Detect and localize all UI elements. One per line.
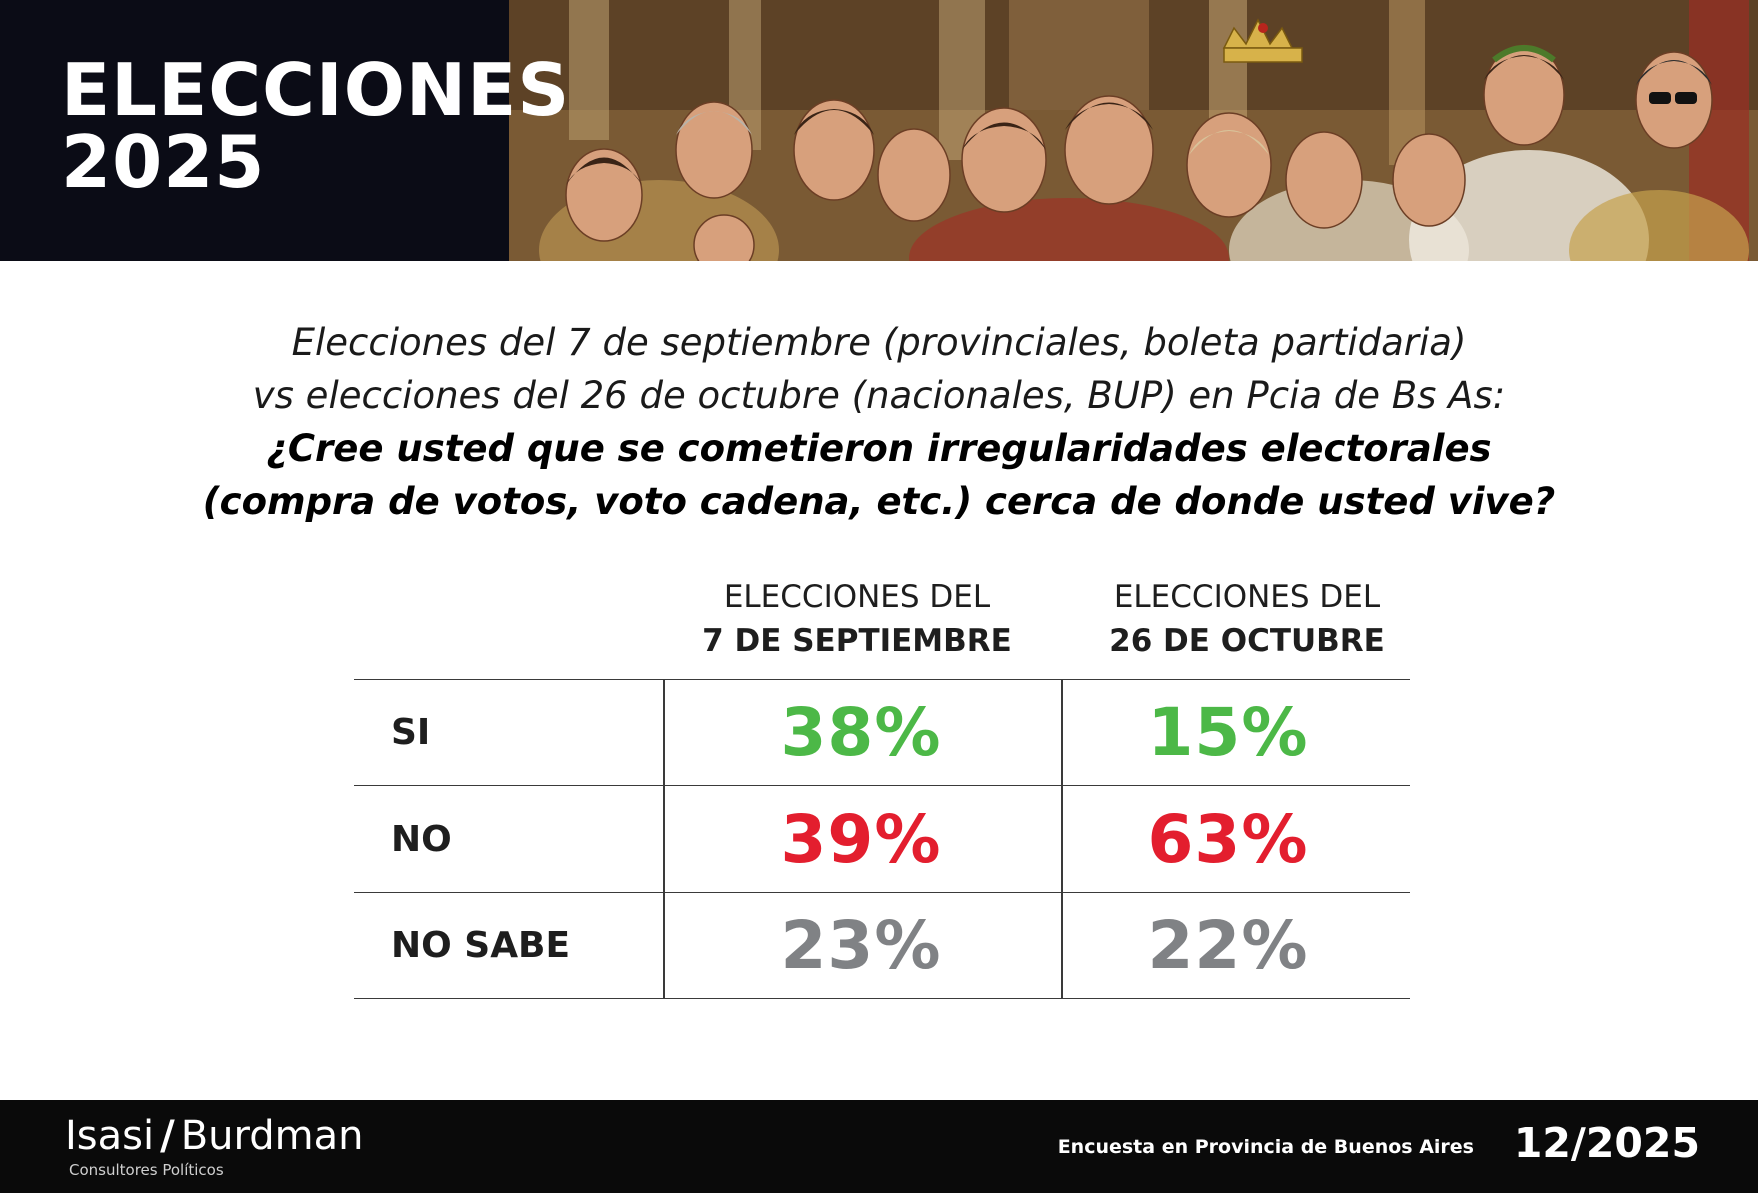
header-banner: ELECCIONES 2025 [0,0,1758,261]
value-cell: 39% [780,801,942,878]
brand-logo: Isasi / Burdman [65,1113,363,1159]
brand-subtitle: Consultores Políticos [69,1161,224,1179]
banner-title-line2: 2025 [61,120,266,204]
banner-collage-image [509,0,1758,261]
row-label: SI [391,712,431,753]
column-header-septiembre: ELECCIONES DEL 7 DE SEPTIEMBRE [659,575,1055,663]
question-line3: ¿Cree usted que se cometieron irregulari… [266,427,1492,470]
table-row-no-sabe: NO SABE 23% 22% [354,893,1410,999]
value-cell: 23% [780,907,942,984]
column-header-octubre: ELECCIONES DEL 26 DE OCTUBRE [1049,575,1445,663]
banner-title-line1: ELECCIONES [61,48,571,132]
question-line1: Elecciones del 7 de septiembre (provinci… [291,321,1467,364]
column-header-line2: 26 DE OCTUBRE [1109,623,1385,659]
row-label: NO SABE [391,925,571,966]
banner-title-box: ELECCIONES 2025 [0,0,569,261]
value-cell: 22% [1147,907,1309,984]
column-divider [663,680,665,999]
brand-name-right: Burdman [180,1113,364,1159]
column-header-line1: ELECCIONES DEL [1113,579,1381,615]
banner-title: ELECCIONES 2025 [61,54,570,198]
survey-date: 12/2025 [1513,1119,1700,1167]
brand-name-left: Isasi [65,1113,155,1159]
table-row-no: NO 39% 63% [354,787,1410,893]
question-line4: (compra de votos, voto cadena, etc.) cer… [202,480,1556,523]
footer-bar: Isasi / Burdman Consultores Políticos Encu… [0,1100,1758,1193]
brand-slash: / [160,1113,175,1159]
table-grid: SI 38% 15% NO 39% 63% NO SABE 23% 22% [354,679,1410,999]
column-header-line2: 7 DE SEPTIEMBRE [702,623,1012,659]
question-line2: vs elecciones del 26 de octubre (naciona… [252,374,1506,417]
row-label: NO [391,819,452,860]
value-cell: 63% [1147,801,1309,878]
value-cell: 15% [1147,694,1309,771]
table-row-si: SI 38% 15% [354,680,1410,786]
column-divider [1061,680,1063,999]
value-cell: 38% [780,694,942,771]
column-header-line1: ELECCIONES DEL [723,579,991,615]
survey-question: Elecciones del 7 de septiembre (provinci… [0,316,1758,528]
collage-illustration [509,0,1758,261]
survey-scope-note: Encuesta en Provincia de Buenos Aires [1057,1136,1474,1158]
